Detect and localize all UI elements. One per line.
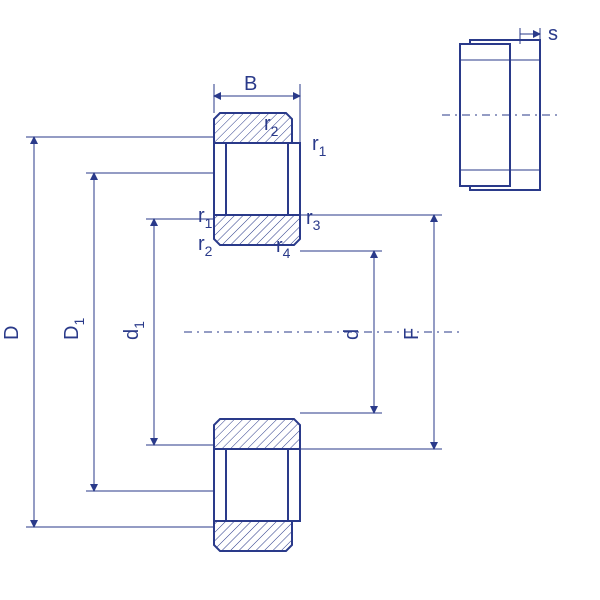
svg-text:F: F <box>401 328 423 340</box>
svg-text:r1: r1 <box>198 205 213 231</box>
svg-text:d: d <box>341 329 363 340</box>
svg-text:B: B <box>244 73 257 95</box>
bearing-diagram: BDD1d1dFr1r2r1r2r3r4s <box>0 0 600 600</box>
svg-text:r2: r2 <box>198 233 213 259</box>
svg-text:D: D <box>1 326 23 340</box>
svg-text:s: s <box>548 23 558 45</box>
svg-text:D1: D1 <box>61 318 87 340</box>
svg-text:r3: r3 <box>306 207 321 233</box>
svg-text:r1: r1 <box>312 133 327 159</box>
svg-text:d1: d1 <box>121 321 147 340</box>
